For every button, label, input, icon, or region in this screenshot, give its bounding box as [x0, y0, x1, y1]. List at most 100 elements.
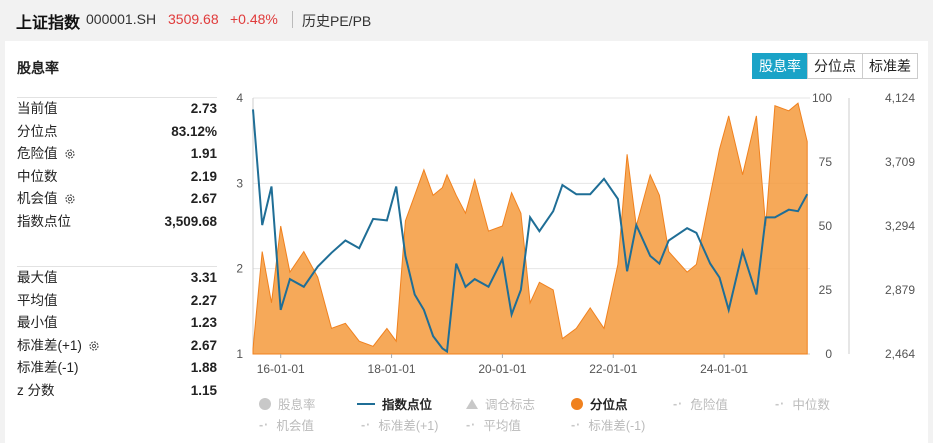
- stat-label: 分位点: [17, 121, 58, 144]
- stat-label-text: 中位数: [17, 168, 58, 184]
- legend-label: 指数点位: [382, 398, 433, 412]
- y-index-tick-label: 3,709: [885, 155, 915, 169]
- legend-label: 平均值: [483, 419, 521, 433]
- legend-danger-value[interactable]: -· 危险值: [673, 394, 728, 413]
- index-price: 3509.68: [168, 11, 219, 27]
- stat-row: 分位点 83.12%: [17, 121, 217, 144]
- stat-value: 2.27: [190, 292, 217, 308]
- stat-value: 1.23: [190, 315, 217, 330]
- x-tick-label: 20-01-01: [478, 362, 526, 376]
- y-index-tick-label: 2,464: [885, 347, 915, 361]
- stat-value: 3,509.68: [164, 213, 217, 229]
- legend-dash-icon: -·: [259, 417, 270, 432]
- x-tick-label: 22-01-01: [589, 362, 637, 376]
- x-tick-label: 18-01-01: [368, 362, 416, 376]
- stat-label: 当前值: [17, 98, 58, 121]
- stat-row: 中位数 2.19: [17, 166, 217, 189]
- stat-value: 3.31: [190, 270, 217, 285]
- index-code: 000001.SH: [86, 11, 157, 27]
- stat-label: 机会值: [17, 188, 76, 211]
- y-index-tick-label: 2,879: [885, 283, 915, 297]
- settings-gear-icon[interactable]: [64, 193, 76, 205]
- stat-label-text: 最小值: [17, 315, 58, 330]
- stat-label-text: 当前值: [17, 101, 58, 116]
- y-index-tick-label: 4,124: [885, 91, 915, 105]
- y-index-tick-label: 3,294: [885, 219, 915, 233]
- stat-value: 2.73: [190, 101, 217, 116]
- stat-value: 83.12%: [171, 123, 217, 139]
- stat-label-text: 指数点位: [17, 213, 71, 229]
- legend-dividend-yield[interactable]: 股息率: [259, 394, 316, 413]
- stat-value: 2.19: [190, 168, 217, 184]
- stat-row: 当前值 2.73: [17, 98, 217, 121]
- stat-label: 标准差(-1): [17, 357, 79, 380]
- stat-label: 最大值: [17, 267, 58, 290]
- stats-top: 当前值 2.73 分位点 83.12% 危险值 1.91 中位数 2.19 机会值 2.67 指数点…: [17, 97, 217, 233]
- settings-gear-icon[interactable]: [64, 148, 76, 160]
- stat-label: 标准差(+1): [17, 335, 100, 358]
- x-tick-label: 24-01-01: [700, 362, 748, 376]
- y-left-tick-label: 1: [236, 347, 243, 361]
- history-pe-pb-link[interactable]: 历史PE/PB: [302, 13, 372, 29]
- percentile-area: [252, 102, 808, 355]
- stat-label-text: 危险值: [17, 146, 58, 161]
- top-bar: 上证指数 000001.SH 3509.68 +0.48% 历史PE/PB: [0, 0, 933, 38]
- stat-value: 1.15: [190, 382, 217, 398]
- stat-label-text: 标准差(+1): [17, 337, 82, 353]
- legend-dash-icon: -·: [571, 417, 582, 432]
- y-percentile-tick-label: 75: [819, 155, 833, 169]
- stat-label: 最小值: [17, 312, 58, 335]
- legend-index-level[interactable]: 指数点位: [357, 394, 432, 413]
- legend-median[interactable]: -· 中位数: [775, 394, 830, 413]
- y-percentile-tick-label: 50: [819, 219, 833, 233]
- stat-row: 指数点位 3,509.68: [17, 211, 217, 234]
- y-left-tick-label: 2: [236, 262, 243, 276]
- metric-tab-group: 股息率 分位点 标准差: [752, 53, 918, 79]
- y-left-tick-label: 4: [236, 91, 243, 105]
- y-percentile-tick-label: 0: [825, 347, 832, 361]
- legend-dash-icon: -·: [673, 396, 684, 411]
- stat-row: 标准差(+1) 2.67: [17, 335, 217, 358]
- legend-percentile[interactable]: 分位点: [571, 394, 628, 413]
- stat-value: 2.67: [190, 337, 217, 353]
- y-left-tick-label: 3: [236, 176, 243, 190]
- stat-label: z 分数: [17, 380, 55, 403]
- legend-label: 机会值: [276, 419, 314, 433]
- stat-label-text: 平均值: [17, 292, 58, 308]
- legend-opportunity-value[interactable]: -· 机会值: [259, 415, 314, 434]
- legend-dash-icon: -·: [466, 417, 477, 432]
- stat-label: 指数点位: [17, 211, 71, 234]
- legend-dash-icon: -·: [361, 417, 372, 432]
- stat-row: 最小值 1.23: [17, 312, 217, 335]
- dividend-yield-chart: 1 2 3 4 0 25 50 75 100 2,464 2,879 3,294 3,709 4,124 1…: [236, 91, 915, 376]
- legend-label: 调仓标志: [485, 398, 536, 412]
- stat-value: 2.67: [190, 191, 217, 206]
- y-percentile-tick-label: 25: [819, 283, 833, 297]
- legend-dot-icon: [571, 397, 583, 410]
- legend-rebalance-flag[interactable]: 调仓标志: [466, 394, 535, 413]
- legend-label: 危险值: [690, 398, 728, 412]
- divider: [292, 11, 293, 28]
- stat-label-text: 机会值: [17, 191, 58, 206]
- index-level-line: [252, 109, 809, 354]
- dividend-yield-card: 股息率 股息率 分位点 标准差 当前值 2.73 分位点 83.12% 危险值 1.91 中…: [5, 41, 928, 443]
- stat-row: 平均值 2.27: [17, 290, 217, 313]
- legend-triangle-icon: [466, 398, 478, 409]
- settings-gear-icon[interactable]: [88, 340, 100, 352]
- legend-std-dev-minus-1[interactable]: -· 标准差(-1): [571, 415, 645, 434]
- stat-label-text: z 分数: [17, 382, 55, 398]
- legend-mean[interactable]: -· 平均值: [466, 415, 521, 434]
- legend-label: 股息率: [278, 398, 316, 412]
- tab-std-dev[interactable]: 标准差: [862, 53, 918, 79]
- legend-label: 中位数: [792, 398, 830, 412]
- legend-line-icon: [357, 402, 375, 405]
- stat-label: 中位数: [17, 166, 58, 189]
- stat-label: 平均值: [17, 290, 58, 313]
- stat-value: 1.91: [190, 146, 217, 161]
- stat-row: 最大值 3.31: [17, 267, 217, 290]
- index-change: +0.48%: [230, 11, 278, 27]
- card-title: 股息率: [17, 60, 59, 76]
- legend-std-dev-plus-1[interactable]: -· 标准差(+1): [361, 415, 438, 434]
- stat-label-text: 分位点: [17, 123, 58, 139]
- stat-label: 危险值: [17, 143, 76, 166]
